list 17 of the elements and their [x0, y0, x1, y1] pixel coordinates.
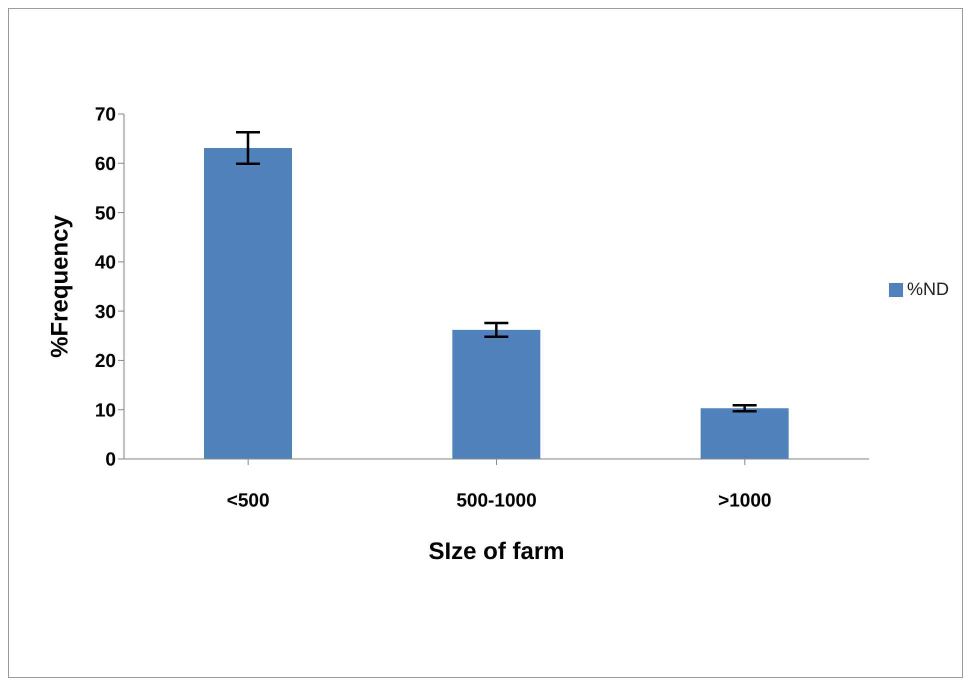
y-tick-label: 0	[105, 450, 116, 471]
x-tick-label: <500	[226, 490, 270, 512]
x-tick-label: >1000	[718, 490, 772, 512]
bar	[204, 148, 292, 459]
legend-label: %ND	[906, 278, 949, 298]
bar	[700, 408, 789, 459]
y-tick-label: 10	[94, 400, 116, 422]
y-tick-label: 20	[94, 351, 116, 372]
y-axis-title: %Frequency	[46, 214, 74, 358]
y-tick-label: 40	[94, 252, 116, 274]
x-axis-title: SIze of farm	[428, 538, 565, 565]
y-tick-label: 70	[94, 104, 116, 126]
y-tick-label: 60	[94, 154, 116, 176]
y-tick-label: 50	[94, 203, 116, 224]
x-tick-label: 500-1000	[456, 490, 537, 512]
bar	[452, 330, 540, 459]
y-tick-label: 30	[94, 302, 116, 323]
